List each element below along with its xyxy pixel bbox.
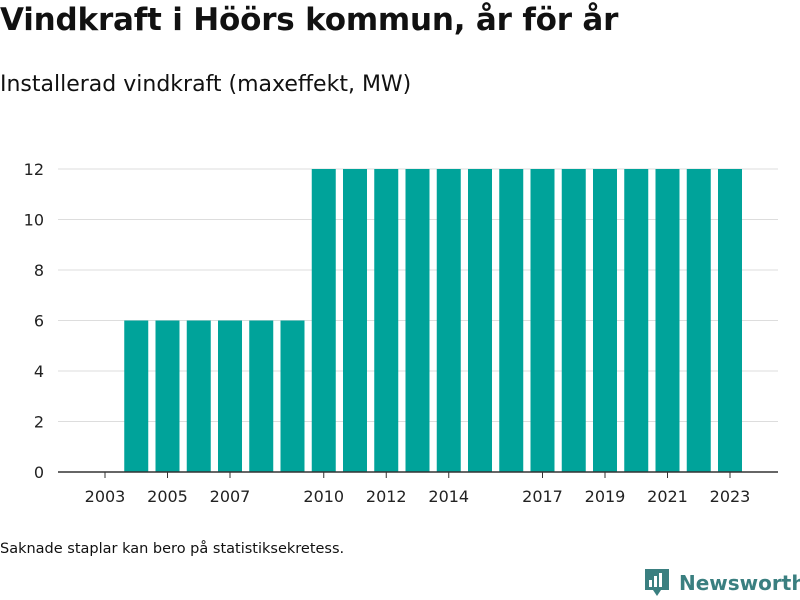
bar-2018[interactable] — [561, 169, 586, 472]
y-tick-label-12: 12 — [24, 160, 44, 179]
x-tick-label-2021: 2021 — [647, 487, 688, 506]
bar-2011[interactable] — [343, 169, 367, 472]
bar-chart: 0 2 4 6 8 10 12 2003 2005 2007 2010 2012 2014 2017 201… — [24, 160, 778, 506]
bar-2015[interactable] — [468, 169, 492, 472]
y-tick-label-4: 4 — [34, 362, 44, 381]
bar-2007[interactable] — [218, 320, 242, 473]
bar-2008[interactable] — [249, 320, 274, 473]
x-tick-label-2012: 2012 — [366, 487, 407, 506]
bar-2014[interactable] — [436, 169, 461, 472]
x-tick-label-2019: 2019 — [585, 487, 626, 506]
bar-2006[interactable] — [186, 320, 211, 473]
bar-2022[interactable] — [686, 169, 711, 472]
axes: 0 2 4 6 8 10 12 2003 2005 2007 2010 2012 2014 2017 201… — [24, 160, 778, 506]
brand-logo[interactable]: Newsworthy — [644, 568, 800, 598]
brand-name: Newsworthy — [679, 571, 800, 595]
bar-2004[interactable] — [124, 320, 149, 473]
bar-2017[interactable] — [530, 169, 555, 472]
y-tick-label-0: 0 — [34, 463, 44, 482]
y-tick-label-6: 6 — [34, 312, 44, 331]
bar-2021[interactable] — [655, 169, 680, 472]
bars — [124, 169, 742, 472]
bar-2020[interactable] — [624, 169, 649, 472]
x-tick-label-2007: 2007 — [210, 487, 251, 506]
y-tick-label-8: 8 — [34, 261, 44, 280]
y-tick-label-10: 10 — [24, 211, 44, 230]
bar-2010[interactable] — [311, 169, 336, 472]
footnote: Saknade staplar kan bero på statistiksek… — [0, 541, 345, 557]
bar-2013[interactable] — [405, 169, 430, 472]
x-tick-label-2017: 2017 — [522, 487, 563, 506]
x-tick-label-2010: 2010 — [303, 487, 344, 506]
y-tick-label-2: 2 — [34, 413, 44, 432]
bar-2016[interactable] — [499, 169, 524, 472]
x-tick-label-2005: 2005 — [147, 487, 188, 506]
x-tick-label-2023: 2023 — [710, 487, 751, 506]
chart-subtitle: Installerad vindkraft (maxeffekt, MW) — [0, 72, 412, 97]
x-tick-label-2014: 2014 — [428, 487, 469, 506]
chart-title: Vindkraft i Höörs kommun, år för år — [0, 2, 619, 38]
newsworthy-icon — [645, 569, 669, 596]
bar-2005[interactable] — [155, 320, 180, 473]
bar-2023[interactable] — [718, 169, 742, 472]
bar-2009[interactable] — [280, 320, 305, 473]
bar-2019[interactable] — [593, 169, 617, 472]
bar-2012[interactable] — [374, 169, 399, 472]
x-tick-label-2003: 2003 — [85, 487, 126, 506]
